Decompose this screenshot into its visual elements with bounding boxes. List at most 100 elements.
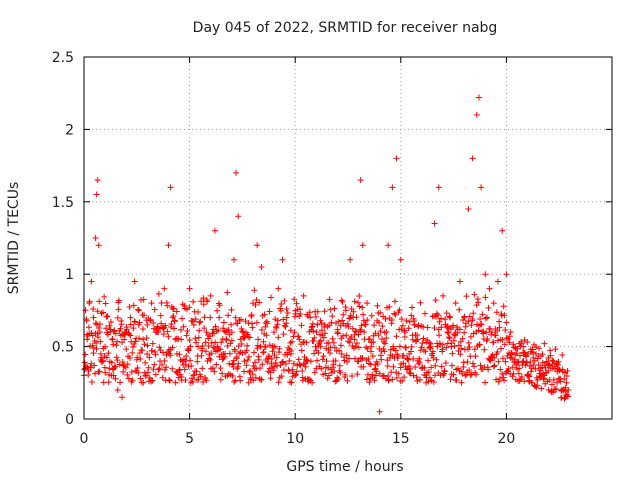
data-point bbox=[295, 356, 302, 363]
data-point bbox=[170, 305, 177, 312]
data-point bbox=[271, 343, 278, 350]
data-point bbox=[389, 376, 396, 383]
data-point bbox=[393, 374, 400, 381]
data-point bbox=[217, 346, 224, 353]
data-point bbox=[199, 343, 206, 350]
data-point bbox=[411, 321, 418, 328]
data-point bbox=[501, 341, 508, 348]
data-point-series bbox=[228, 329, 235, 336]
data-point bbox=[183, 352, 190, 359]
data-point bbox=[348, 333, 355, 340]
data-point bbox=[226, 350, 233, 357]
data-point bbox=[344, 377, 351, 384]
data-point bbox=[351, 298, 358, 305]
data-point bbox=[302, 363, 309, 370]
data-point bbox=[446, 313, 453, 320]
data-point-series bbox=[372, 365, 379, 372]
data-point bbox=[199, 378, 206, 385]
data-point bbox=[314, 357, 321, 364]
data-point bbox=[478, 321, 485, 328]
data-point bbox=[494, 328, 501, 335]
data-point bbox=[95, 369, 102, 376]
data-point-series bbox=[190, 321, 197, 328]
data-point bbox=[271, 363, 278, 370]
data-point bbox=[326, 296, 333, 303]
data-point bbox=[555, 358, 562, 365]
data-point bbox=[463, 293, 470, 300]
data-point-series bbox=[342, 307, 349, 314]
data-point bbox=[163, 351, 170, 358]
data-point bbox=[386, 303, 393, 310]
data-point-series bbox=[520, 343, 527, 350]
data-point bbox=[149, 340, 156, 347]
data-point bbox=[311, 334, 318, 341]
data-point bbox=[117, 325, 124, 332]
data-point bbox=[467, 353, 474, 360]
data-point bbox=[330, 339, 337, 346]
data-point bbox=[340, 311, 347, 318]
data-point bbox=[255, 336, 262, 343]
data-point bbox=[447, 314, 454, 321]
data-point bbox=[373, 368, 380, 375]
data-point bbox=[189, 378, 196, 385]
data-point bbox=[343, 352, 350, 359]
data-point-series bbox=[211, 227, 218, 234]
data-point bbox=[163, 364, 170, 371]
data-point bbox=[251, 287, 258, 294]
data-point-series bbox=[93, 191, 100, 198]
data-point bbox=[212, 323, 219, 330]
data-point bbox=[488, 329, 495, 336]
data-point bbox=[403, 317, 410, 324]
data-point bbox=[258, 326, 265, 333]
data-point-series bbox=[558, 387, 565, 394]
data-point bbox=[201, 314, 208, 321]
data-point bbox=[337, 322, 344, 329]
data-point bbox=[277, 307, 284, 314]
data-point bbox=[95, 325, 102, 332]
data-point bbox=[134, 365, 141, 372]
data-point bbox=[339, 317, 346, 324]
data-point bbox=[106, 322, 113, 329]
data-point bbox=[160, 325, 167, 332]
data-point bbox=[433, 356, 440, 363]
data-point bbox=[450, 337, 457, 344]
data-point bbox=[334, 374, 341, 381]
data-point bbox=[235, 360, 242, 367]
data-point bbox=[422, 348, 429, 355]
data-point bbox=[479, 311, 486, 318]
data-point-series bbox=[444, 329, 451, 336]
data-point bbox=[183, 332, 190, 339]
data-point bbox=[254, 342, 261, 349]
data-point bbox=[112, 330, 119, 337]
data-point bbox=[279, 358, 286, 365]
data-point-series bbox=[195, 343, 202, 350]
data-point bbox=[259, 361, 266, 368]
data-point bbox=[179, 315, 186, 322]
data-point-series bbox=[258, 263, 265, 270]
data-point bbox=[169, 365, 176, 372]
data-point bbox=[126, 303, 133, 310]
data-point bbox=[280, 331, 287, 338]
data-point bbox=[136, 335, 143, 342]
data-point bbox=[241, 368, 248, 375]
data-point-series bbox=[469, 155, 476, 162]
data-point-series bbox=[88, 278, 95, 285]
data-point bbox=[289, 366, 296, 373]
data-point-series bbox=[562, 394, 569, 401]
data-point bbox=[414, 332, 421, 339]
data-point-series bbox=[140, 336, 147, 343]
data-point bbox=[283, 305, 290, 312]
data-point bbox=[510, 370, 517, 377]
data-point bbox=[355, 331, 362, 338]
data-point bbox=[103, 325, 110, 332]
data-point-series bbox=[532, 350, 539, 357]
data-point bbox=[360, 311, 367, 318]
data-point bbox=[128, 369, 135, 376]
data-point bbox=[387, 346, 394, 353]
data-point bbox=[158, 299, 165, 306]
data-point bbox=[434, 312, 441, 319]
data-point bbox=[359, 355, 366, 362]
data-point bbox=[229, 360, 236, 367]
data-point bbox=[233, 354, 240, 361]
data-point bbox=[253, 296, 260, 303]
